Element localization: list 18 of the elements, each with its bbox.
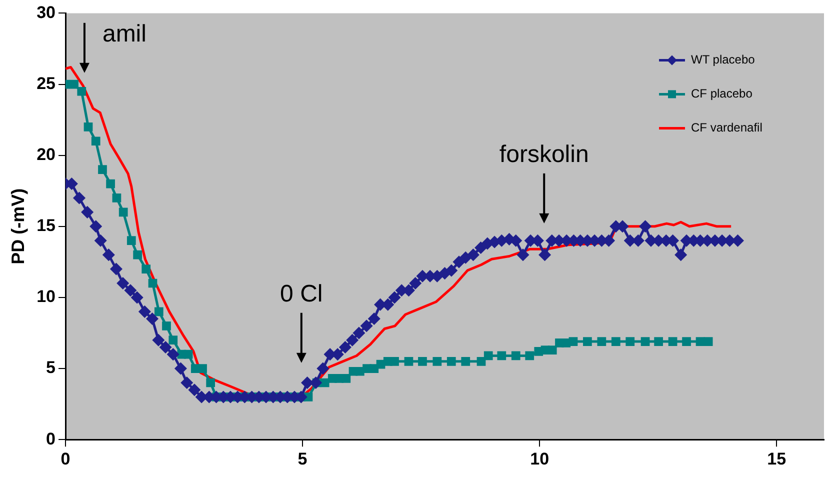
x-tick-label: 0 bbox=[60, 449, 70, 468]
legend-label: CF vardenafil bbox=[691, 120, 762, 135]
x-tick-label: 5 bbox=[298, 449, 308, 468]
y-tick-label: 10 bbox=[36, 287, 56, 306]
annotation: amil bbox=[102, 20, 146, 48]
annotation: forskolin bbox=[499, 141, 589, 168]
x-tick-label: 10 bbox=[530, 449, 550, 468]
y-tick-label: 20 bbox=[36, 145, 56, 164]
y-tick-label: 0 bbox=[46, 429, 56, 448]
legend-label: CF placebo bbox=[691, 86, 753, 101]
y-tick-label: 25 bbox=[36, 74, 56, 93]
legend-label: WT placebo bbox=[691, 52, 756, 67]
y-tick-label: 30 bbox=[36, 2, 56, 22]
y-axis-title: PD (-mV) bbox=[8, 188, 28, 264]
y-tick-label: 5 bbox=[46, 358, 56, 378]
y-tick-label: 15 bbox=[36, 216, 56, 236]
annotation: 0 Cl bbox=[280, 280, 323, 308]
x-tick-label: 15 bbox=[767, 449, 786, 468]
